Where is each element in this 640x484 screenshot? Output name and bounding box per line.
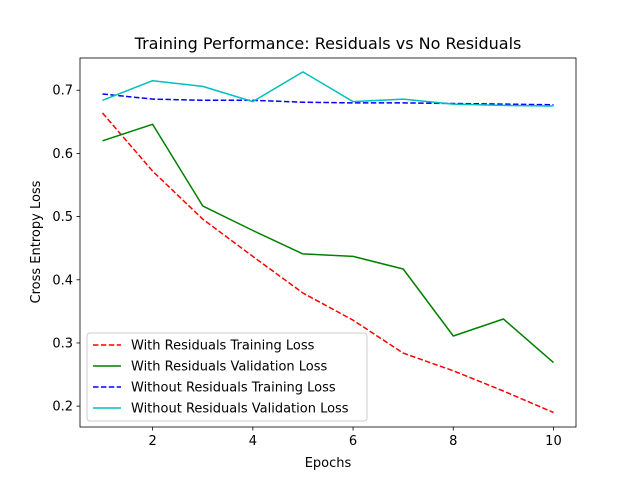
legend-label-4: Without Residuals Validation Loss <box>131 402 349 417</box>
series-line-4 <box>102 71 554 107</box>
y-axis-ticks: 0.2 0.3 0.4 0.5 0.6 0.7 <box>52 84 80 415</box>
legend-label-3: Without Residuals Training Loss <box>131 381 336 396</box>
y-axis-label: Cross Entropy Loss <box>29 180 44 303</box>
x-axis-ticks: 2 4 6 8 10 <box>149 427 562 449</box>
x-tick-label: 6 <box>349 434 357 449</box>
x-tick-label: 2 <box>149 434 157 449</box>
series-layer <box>101 71 554 414</box>
x-axis-label: Epochs <box>305 456 352 471</box>
legend: With Residuals Training Loss With Residua… <box>86 332 368 422</box>
series-line-2 <box>102 123 554 364</box>
x-tick-label: 8 <box>449 434 457 449</box>
legend-label-2: With Residuals Validation Loss <box>131 360 328 375</box>
y-tick-label: 0.6 <box>52 147 73 162</box>
x-tick-label: 10 <box>545 434 562 449</box>
x-tick-label: 4 <box>249 434 257 449</box>
series-line-1 <box>101 112 554 414</box>
chart-title: Training Performance: Residuals vs No Re… <box>134 34 522 53</box>
y-tick-label: 0.7 <box>52 84 73 99</box>
y-tick-label: 0.5 <box>52 210 73 225</box>
y-tick-label: 0.2 <box>52 400 73 415</box>
series-line-3 <box>102 93 554 106</box>
plot-frame <box>79 57 577 428</box>
legend-box <box>86 332 368 422</box>
y-tick-label: 0.4 <box>52 273 73 288</box>
y-tick-label: 0.3 <box>52 336 73 351</box>
legend-label-1: With Residuals Training Loss <box>131 339 315 354</box>
